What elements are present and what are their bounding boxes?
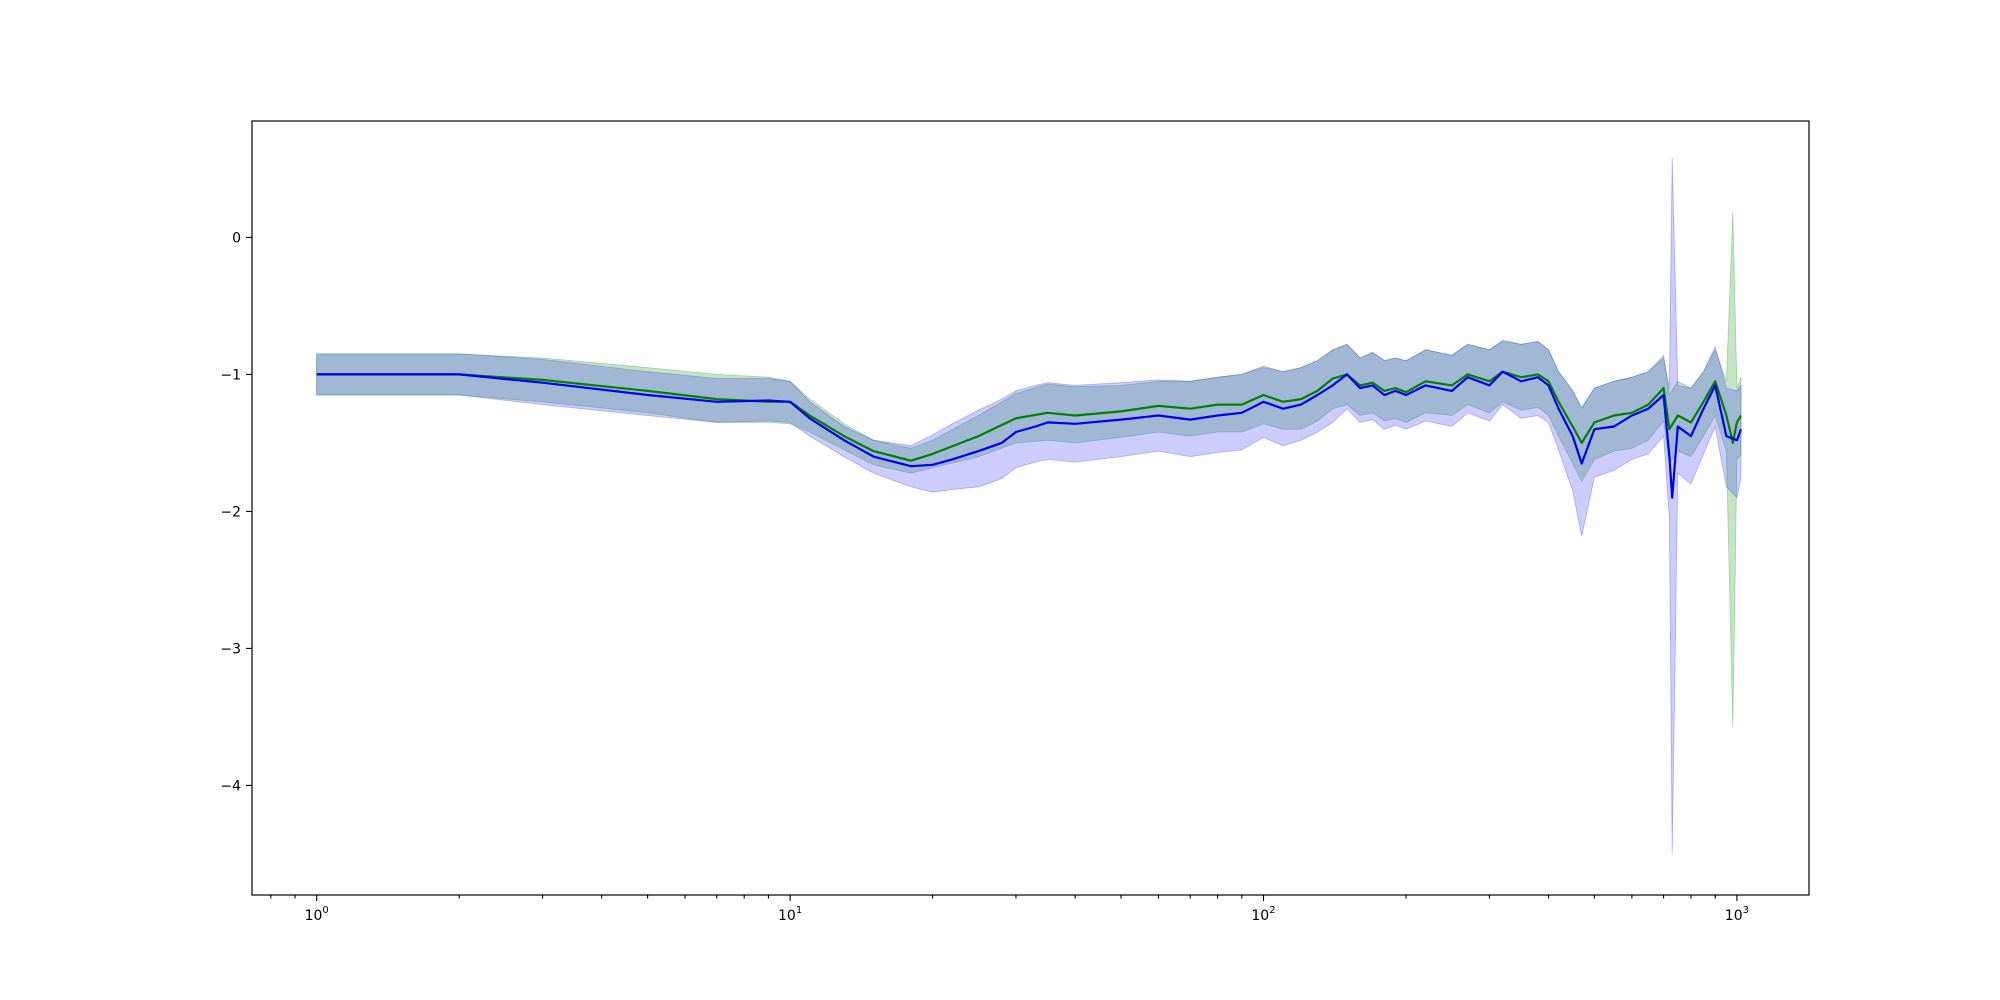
x-tick-label: 101 — [778, 905, 802, 924]
confidence-bands — [316, 157, 1742, 854]
x-tick-label: 103 — [1725, 905, 1749, 924]
y-tick-label: −3 — [220, 641, 241, 657]
x-tick-label: 102 — [1251, 905, 1275, 924]
y-axis: 0 −1 −2 −3 −4 — [220, 230, 252, 794]
y-tick-label: 0 — [232, 230, 241, 246]
y-tick-label: −2 — [220, 504, 241, 520]
y-tick-label: −1 — [220, 367, 241, 383]
x-axis: 100 101 102 103 — [270, 895, 1749, 924]
series-2-line — [316, 370, 1743, 499]
axes-frame — [251, 120, 1810, 896]
y-tick-label: −4 — [220, 778, 241, 794]
series-2-band — [316, 157, 1742, 854]
series-1-band — [316, 212, 1742, 728]
plot-area — [316, 157, 1743, 854]
x-tick-label: 100 — [305, 905, 329, 924]
series-lines — [316, 370, 1743, 499]
series-1-line — [316, 370, 1742, 462]
